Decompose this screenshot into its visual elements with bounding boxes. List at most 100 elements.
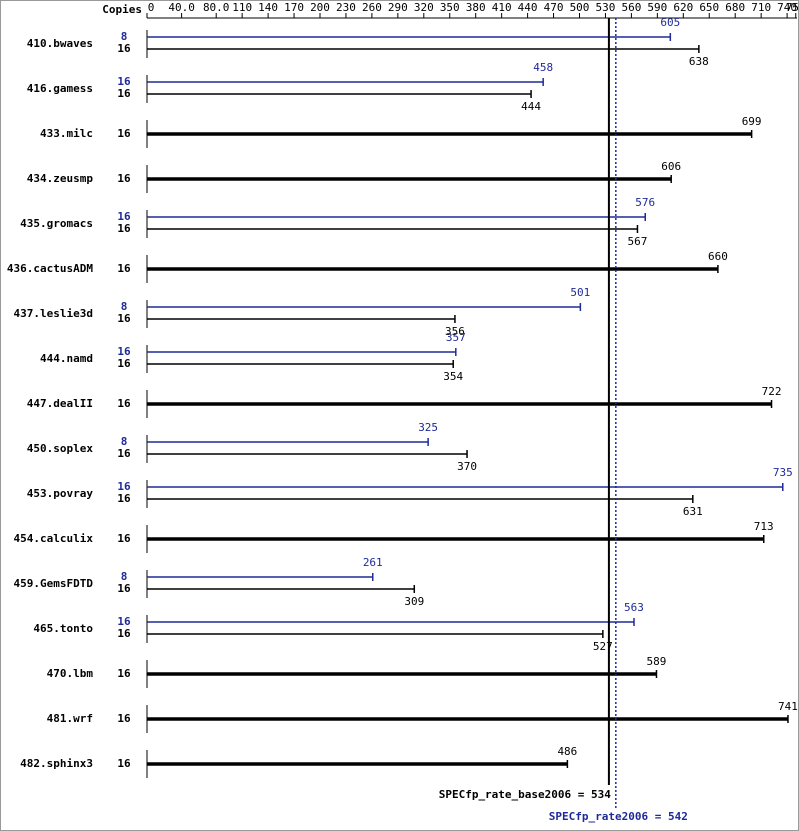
benchmark-label: 447.dealII xyxy=(27,397,93,410)
value-label: 567 xyxy=(628,235,648,248)
x-tick-label: 740 xyxy=(777,1,797,14)
copies: 16 xyxy=(117,582,131,595)
x-tick-label: 0 xyxy=(148,1,155,14)
reference-name: SPECfp_rate_base2006 = xyxy=(439,788,585,801)
copies: 16 xyxy=(117,627,131,640)
copies: 8 xyxy=(121,570,128,583)
benchmark-label: 482.sphinx3 xyxy=(20,757,93,770)
x-tick-label: 110 xyxy=(232,1,252,14)
benchmark-label: 450.soplex xyxy=(27,442,94,455)
x-tick-label: 80.0 xyxy=(203,1,230,14)
x-tick-label: 560 xyxy=(621,1,641,14)
copies: 8 xyxy=(121,435,128,448)
copies: 16 xyxy=(117,87,131,100)
copies: 16 xyxy=(117,757,131,770)
x-tick-label: 470 xyxy=(544,1,564,14)
value-label: 261 xyxy=(363,556,383,569)
benchmark-label: 465.tonto xyxy=(33,622,93,635)
copies: 16 xyxy=(117,492,131,505)
copies-header: Copies xyxy=(102,3,142,16)
copies: 16 xyxy=(117,397,131,410)
x-tick-label: 650 xyxy=(699,1,719,14)
x-tick-label: 320 xyxy=(414,1,434,14)
value-label: 444 xyxy=(521,100,541,113)
reference-name: SPECfp_rate2006 = xyxy=(549,810,662,823)
value-label: 631 xyxy=(683,505,703,518)
value-label: 699 xyxy=(742,115,762,128)
value-label: 638 xyxy=(689,55,709,68)
value-label: 356 xyxy=(445,325,465,338)
x-tick-label: 590 xyxy=(647,1,667,14)
copies: 16 xyxy=(117,345,131,358)
x-tick-label: 410 xyxy=(492,1,512,14)
value-label: 486 xyxy=(557,745,577,758)
value-label: 576 xyxy=(635,196,655,209)
x-tick-label: 260 xyxy=(362,1,382,14)
benchmark-label: 437.leslie3d xyxy=(14,307,93,320)
x-tick-label: 500 xyxy=(570,1,590,14)
reference-label: SPECfp_rate2006 = 542 xyxy=(549,810,688,823)
copies: 16 xyxy=(117,262,131,275)
reference-value: 542 xyxy=(668,810,688,823)
benchmark-label: 459.GemsFDTD xyxy=(14,577,94,590)
x-tick-label: 40.0 xyxy=(168,1,195,14)
value-label: 660 xyxy=(708,250,728,263)
copies: 16 xyxy=(117,615,131,628)
benchmark-label: 416.gamess xyxy=(27,82,93,95)
benchmark-label: 453.povray xyxy=(27,487,94,500)
value-label: 741 xyxy=(778,700,798,713)
copies: 16 xyxy=(117,667,131,680)
value-label: 458 xyxy=(533,61,553,74)
value-label: 357 xyxy=(446,331,466,344)
value-label: 713 xyxy=(754,520,774,533)
copies: 16 xyxy=(117,532,131,545)
value-label: 354 xyxy=(443,370,463,383)
x-tick-label: 620 xyxy=(673,1,693,14)
x-tick-label: 200 xyxy=(310,1,330,14)
copies: 16 xyxy=(117,222,131,235)
x-tick-label: 710 xyxy=(751,1,771,14)
copies: 16 xyxy=(117,712,131,725)
benchmark-label: 410.bwaves xyxy=(27,37,93,50)
value-label: 722 xyxy=(762,385,782,398)
benchmark-label: 435.gromacs xyxy=(20,217,93,230)
value-label: 563 xyxy=(624,601,644,614)
copies: 8 xyxy=(121,30,128,43)
benchmark-label: 434.zeusmp xyxy=(27,172,94,185)
benchmark-label: 470.lbm xyxy=(47,667,94,680)
value-label: 589 xyxy=(647,655,667,668)
benchmark-label: 433.milc xyxy=(40,127,93,140)
x-tick-label: 440 xyxy=(518,1,538,14)
value-label: 325 xyxy=(418,421,438,434)
benchmark-label: 454.calculix xyxy=(14,532,94,545)
x-tick-label: 380 xyxy=(466,1,486,14)
value-label: 501 xyxy=(570,286,590,299)
benchmark-label: 481.wrf xyxy=(47,712,93,725)
x-tick-label: 170 xyxy=(284,1,304,14)
value-label: 370 xyxy=(457,460,477,473)
copies: 16 xyxy=(117,172,131,185)
x-tick-label: 350 xyxy=(440,1,460,14)
copies: 16 xyxy=(117,210,131,223)
copies: 16 xyxy=(117,480,131,493)
x-tick-label: 530 xyxy=(596,1,616,14)
copies: 16 xyxy=(117,127,131,140)
value-label: 527 xyxy=(593,640,613,653)
benchmark-label: 444.namd xyxy=(40,352,93,365)
value-label: 309 xyxy=(404,595,424,608)
reference-value: 534 xyxy=(591,788,611,801)
x-tick-label: 230 xyxy=(336,1,356,14)
x-tick-label: 750 xyxy=(786,1,799,14)
value-label: 606 xyxy=(661,160,681,173)
copies: 16 xyxy=(117,357,131,370)
copies: 16 xyxy=(117,447,131,460)
copies: 16 xyxy=(117,312,131,325)
copies: 8 xyxy=(121,300,128,313)
value-label: 605 xyxy=(660,16,680,29)
x-tick-label: 140 xyxy=(258,1,278,14)
value-label: 735 xyxy=(773,466,793,479)
benchmark-label: 436.cactusADM xyxy=(7,262,93,275)
x-tick-label: 290 xyxy=(388,1,408,14)
